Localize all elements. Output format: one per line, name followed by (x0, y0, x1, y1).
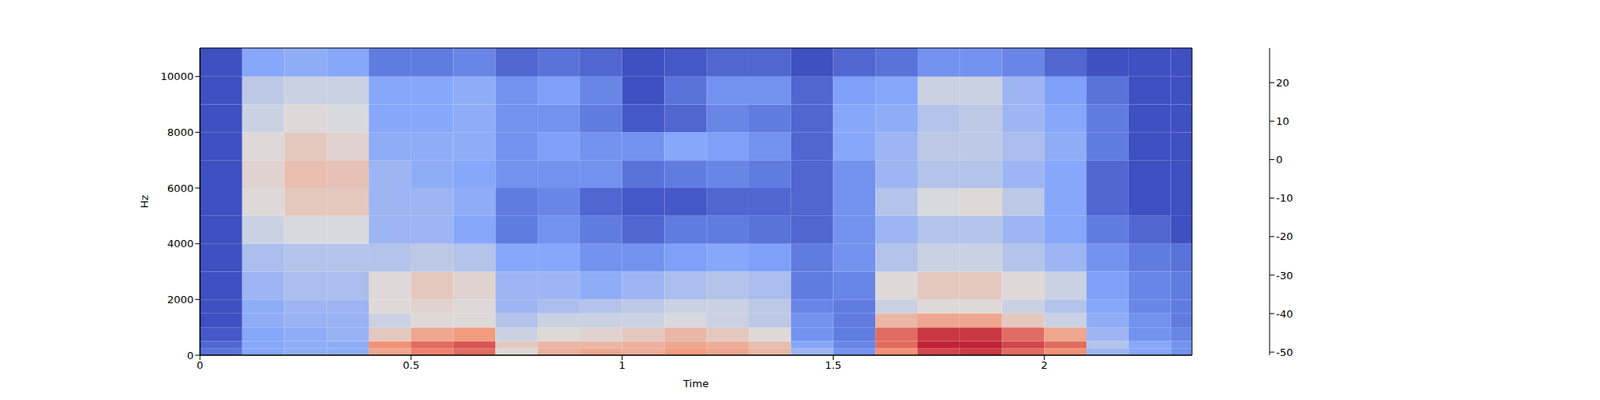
svg-text:1: 1 (619, 359, 626, 372)
svg-text:-30: -30 (1276, 269, 1293, 282)
svg-text:0.5: 0.5 (402, 359, 420, 372)
svg-text:-50: -50 (1276, 346, 1293, 359)
svg-text:0: 0 (1276, 153, 1283, 166)
svg-text:8000: 8000 (167, 126, 194, 139)
svg-text:1.5: 1.5 (824, 359, 842, 372)
svg-text:10000: 10000 (160, 70, 194, 83)
svg-text:2: 2 (1040, 359, 1048, 372)
svg-text:0: 0 (196, 359, 204, 372)
svg-text:-20: -20 (1276, 230, 1293, 243)
svg-text:-40: -40 (1276, 308, 1293, 320)
svg-text:Hz: Hz (138, 195, 151, 209)
svg-text:10: 10 (1276, 115, 1290, 128)
svg-text:2000: 2000 (167, 293, 194, 306)
svg-text:Time: Time (682, 377, 709, 390)
svg-text:20: 20 (1276, 76, 1290, 89)
svg-text:-10: -10 (1276, 192, 1293, 204)
svg-text:4000: 4000 (167, 237, 194, 250)
svg-text:0: 0 (187, 349, 194, 362)
svg-text:6000: 6000 (167, 182, 194, 195)
